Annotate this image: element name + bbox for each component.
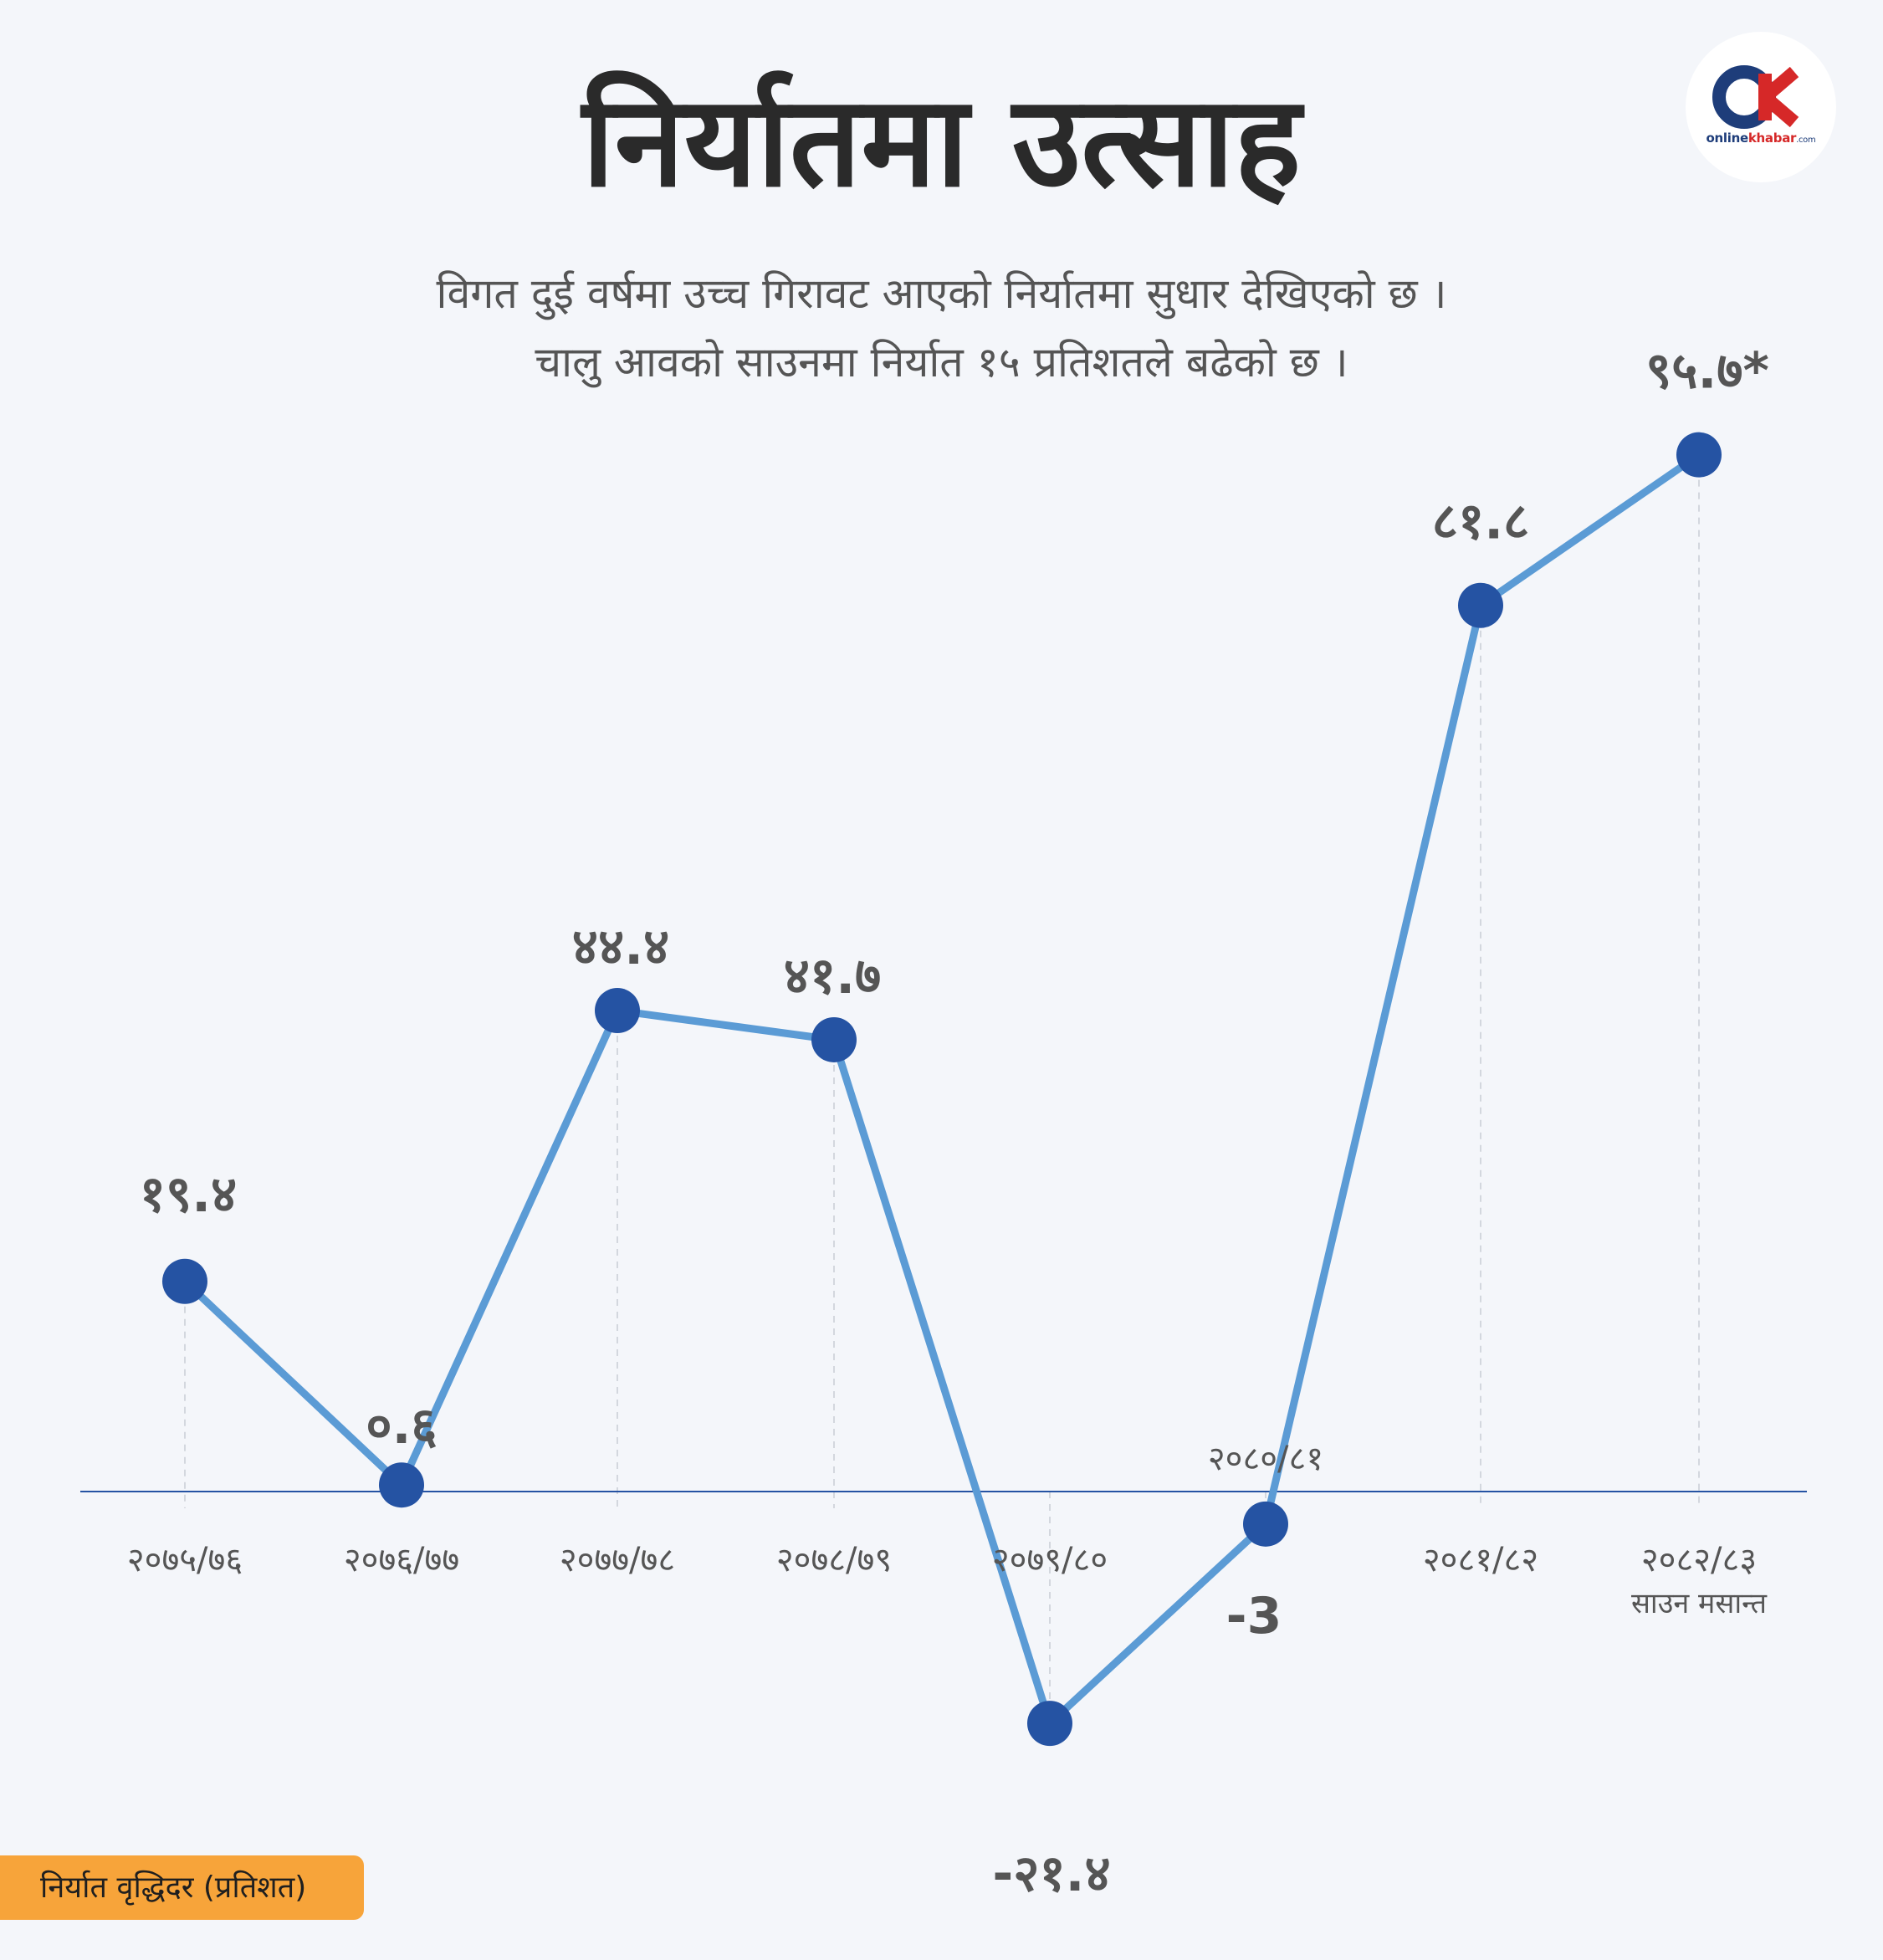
data-point bbox=[1243, 1501, 1288, 1547]
data-point bbox=[1458, 582, 1503, 628]
data-point bbox=[379, 1462, 424, 1508]
data-point bbox=[811, 1016, 857, 1062]
legend-series-label: निर्यात वृद्धिदर (प्रतिशत) bbox=[0, 1855, 364, 1920]
series-line bbox=[181, 451, 1703, 1727]
x-tick-label: २०७५/७६ bbox=[127, 1541, 243, 1579]
logo-mark-icon bbox=[1712, 65, 1799, 129]
onlinekhabar-logo: onlinekhabar.com bbox=[1686, 32, 1836, 182]
logo-word-online: online bbox=[1706, 130, 1749, 146]
value-label: ४१.७ bbox=[784, 947, 881, 1006]
data-point bbox=[1676, 432, 1722, 478]
x-tick-label: २०७६/७७ bbox=[344, 1541, 459, 1579]
logo-word-com: .com bbox=[1796, 136, 1816, 145]
chart-title: निर्यातमा उत्साह bbox=[581, 69, 1302, 215]
value-label: ९५.७* bbox=[1645, 342, 1769, 401]
x-tick-label: २०७७/७८ bbox=[560, 1541, 675, 1579]
value-label: १९.४ bbox=[140, 1165, 237, 1224]
value-label: ०.६ bbox=[366, 1397, 437, 1456]
x-tick-label: २०८१/८२ bbox=[1423, 1541, 1538, 1579]
data-point bbox=[1027, 1701, 1072, 1747]
value-label: ४४.४ bbox=[572, 918, 669, 976]
x-tick-label: २०८२/८३ bbox=[1641, 1541, 1757, 1579]
value-label: -3 bbox=[1226, 1587, 1282, 1645]
value-label: -२१.४ bbox=[992, 1845, 1110, 1903]
subtitle-line-2: चालु आवको साउनमा निर्यात १५ प्रतिशतले बढ… bbox=[535, 338, 1348, 386]
subtitle-line-1: विगत दुई वर्षमा उच्च गिरावट आएको निर्यात… bbox=[436, 269, 1447, 318]
chart-subtitle: विगत दुई वर्षमा उच्च गिरावट आएको निर्यात… bbox=[0, 259, 1883, 397]
x-tick-label: २०७८/७९ bbox=[776, 1541, 892, 1579]
data-point bbox=[595, 988, 640, 1034]
x-tick-note: साउन मसान्त bbox=[1631, 1587, 1768, 1620]
x-tick-label: २०८०/८१ bbox=[1208, 1440, 1323, 1478]
x-tick-label: २०७९/८० bbox=[992, 1541, 1108, 1579]
logo-word-khabar: khabar bbox=[1747, 130, 1797, 146]
value-label: ८१.८ bbox=[1432, 493, 1529, 551]
data-point bbox=[162, 1258, 207, 1304]
logo-wordmark: onlinekhabar.com bbox=[1686, 130, 1836, 146]
